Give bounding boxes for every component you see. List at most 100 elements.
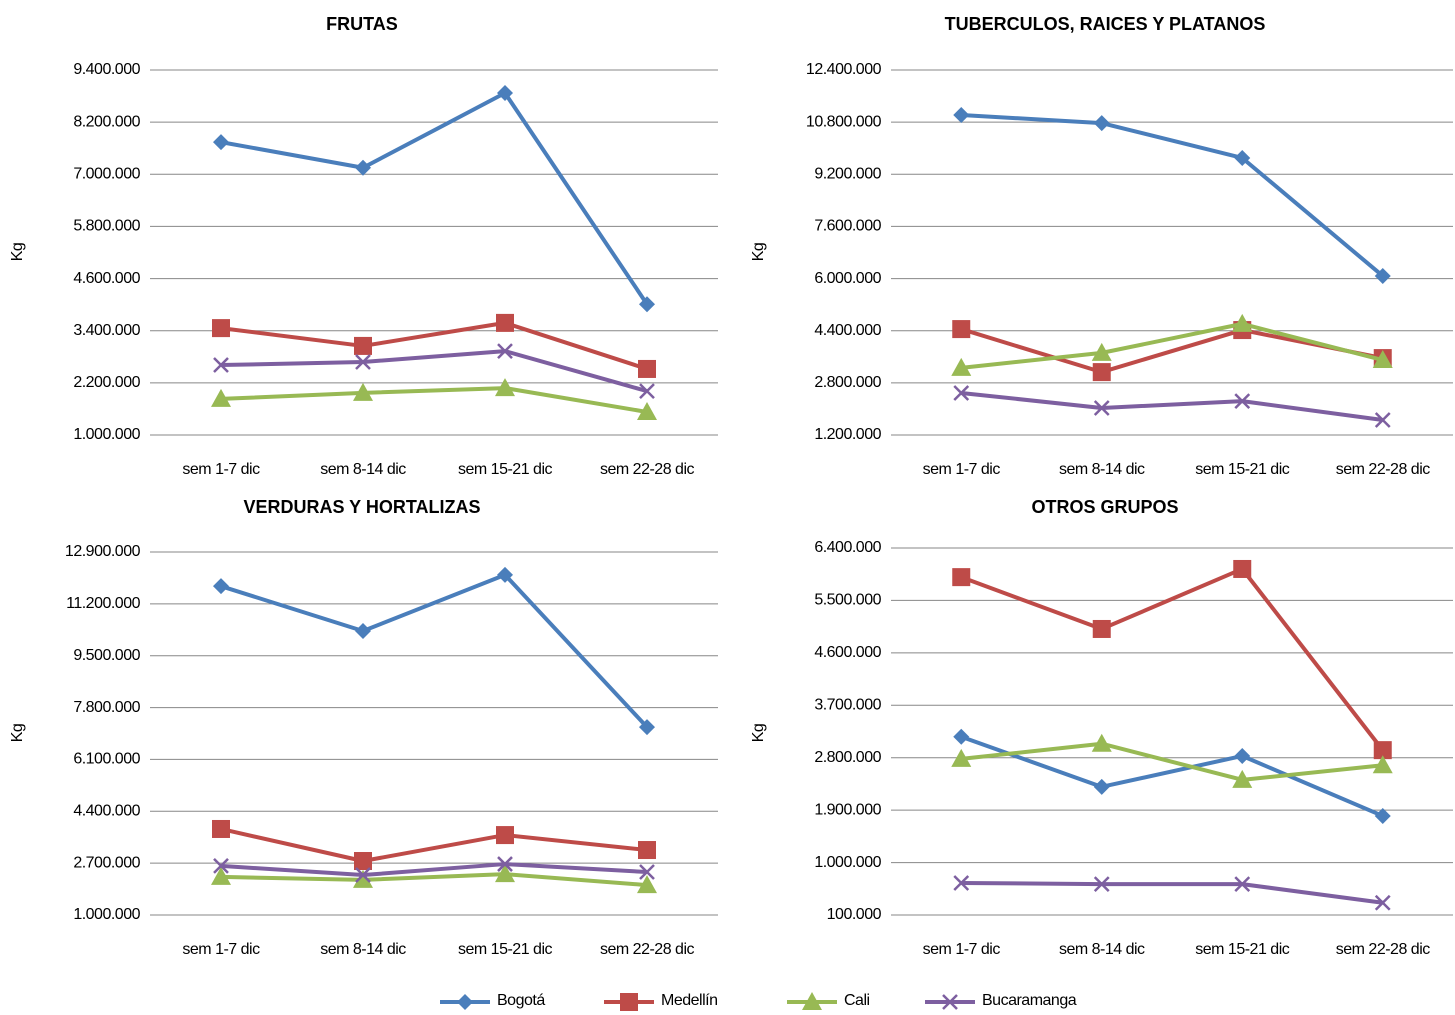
series-line <box>220 827 648 864</box>
marker <box>951 748 972 767</box>
y-tick-label: 7.000.000 <box>73 166 140 183</box>
marker <box>1093 400 1110 416</box>
marker <box>1373 741 1392 760</box>
series-line <box>961 112 1385 278</box>
marker <box>942 994 958 1010</box>
marker <box>952 320 971 339</box>
marker <box>638 359 656 378</box>
marker <box>639 864 655 880</box>
chart-title: TUBERCULOS, RAICES Y PLATANOS <box>945 14 1266 34</box>
marker <box>802 992 822 1010</box>
series-line <box>220 349 648 394</box>
marker <box>1093 778 1110 795</box>
marker <box>497 566 513 583</box>
marker <box>1234 876 1251 893</box>
marker <box>953 385 970 401</box>
y-tick-label: 12.900.000 <box>65 543 141 560</box>
marker <box>355 623 371 640</box>
y-tick-label: 4.600.000 <box>73 270 140 287</box>
series-line <box>220 386 648 414</box>
marker <box>212 319 230 338</box>
marker <box>1374 894 1391 911</box>
marker <box>951 357 972 376</box>
y-tick-label: 2.700.000 <box>73 854 140 871</box>
marker <box>354 336 372 355</box>
marker <box>495 864 515 883</box>
y-tick-label: 7.800.000 <box>73 699 140 716</box>
y-tick-label: 100.000 <box>827 906 882 923</box>
chart-title: FRUTAS <box>326 14 398 34</box>
marker <box>1374 267 1391 284</box>
marker <box>355 159 371 176</box>
marker <box>637 401 657 420</box>
marker <box>355 354 371 370</box>
marker <box>1374 412 1391 428</box>
y-tick-label: 12.400.000 <box>806 61 882 78</box>
y-tick-label: 4.400.000 <box>73 803 140 820</box>
x-tick-label: sem 15-21 dic <box>1195 461 1289 478</box>
x-tick-label: sem 8-14 dic <box>320 461 406 478</box>
series-line <box>961 390 1384 422</box>
series-line <box>961 880 1384 905</box>
x-tick-label: sem 15-21 dic <box>1195 941 1289 958</box>
y-tick-label: 3.700.000 <box>814 697 881 714</box>
x-tick-label: sem 1-7 dic <box>182 461 260 478</box>
series-line <box>960 734 1384 818</box>
x-tick-label: sem 22-28 dic <box>600 941 694 958</box>
y-tick-label: 6.000.000 <box>814 270 881 287</box>
marker <box>1093 876 1110 893</box>
x-tick-label: sem 1-7 dic <box>923 461 1001 478</box>
marker <box>497 343 513 360</box>
marker <box>213 578 229 595</box>
marker <box>639 296 655 313</box>
y-tick-label: 1.000.000 <box>814 854 881 871</box>
y-tick-label: 2.200.000 <box>73 374 140 391</box>
y-tick-label: 11.200.000 <box>66 595 140 612</box>
y-tick-label: 9.200.000 <box>814 166 881 183</box>
x-tick-label: sem 1-7 dic <box>923 941 1001 958</box>
marker <box>457 994 473 1010</box>
marker <box>496 313 514 332</box>
marker <box>637 875 657 894</box>
marker <box>497 856 513 872</box>
marker <box>620 993 638 1011</box>
marker <box>354 852 372 871</box>
y-axis-label: Kg <box>750 724 767 743</box>
series-line <box>220 872 648 888</box>
x-tick-label: sem 15-21 dic <box>458 941 552 958</box>
series-line <box>960 566 1385 752</box>
y-tick-label: 1.900.000 <box>814 801 881 818</box>
legend-label: Bogotá <box>497 992 545 1009</box>
marker <box>1234 747 1251 764</box>
y-axis-label: Kg <box>9 724 26 743</box>
legend-label: Cali <box>844 992 870 1009</box>
marker <box>953 728 970 745</box>
y-tick-label: 6.100.000 <box>73 751 140 768</box>
series-line <box>961 321 1384 370</box>
legend-label: Bucaramanga <box>982 992 1077 1009</box>
series-line <box>961 741 1383 782</box>
x-tick-label: sem 22-28 dic <box>600 461 694 478</box>
marker <box>1093 115 1110 132</box>
y-tick-label: 1.200.000 <box>814 426 881 443</box>
series-line <box>220 320 648 371</box>
marker <box>1232 313 1253 332</box>
y-tick-label: 8.200.000 <box>73 113 140 130</box>
marker <box>353 382 373 401</box>
marker <box>496 826 514 845</box>
x-tick-label: sem 8-14 dic <box>1059 461 1145 478</box>
marker <box>1232 769 1253 788</box>
y-tick-label: 4.600.000 <box>814 644 881 661</box>
marker <box>639 719 655 736</box>
marker <box>213 858 229 874</box>
x-tick-label: sem 8-14 dic <box>1059 941 1145 958</box>
marker <box>353 869 373 888</box>
chart-title: VERDURAS Y HORTALIZAS <box>243 497 480 517</box>
marker <box>495 378 515 397</box>
y-tick-label: 6.400.000 <box>814 539 881 556</box>
y-tick-label: 1.000.000 <box>73 426 140 443</box>
marker <box>1234 393 1251 409</box>
marker <box>212 819 230 838</box>
y-tick-label: 1.000.000 <box>73 906 140 923</box>
marker <box>211 388 231 407</box>
